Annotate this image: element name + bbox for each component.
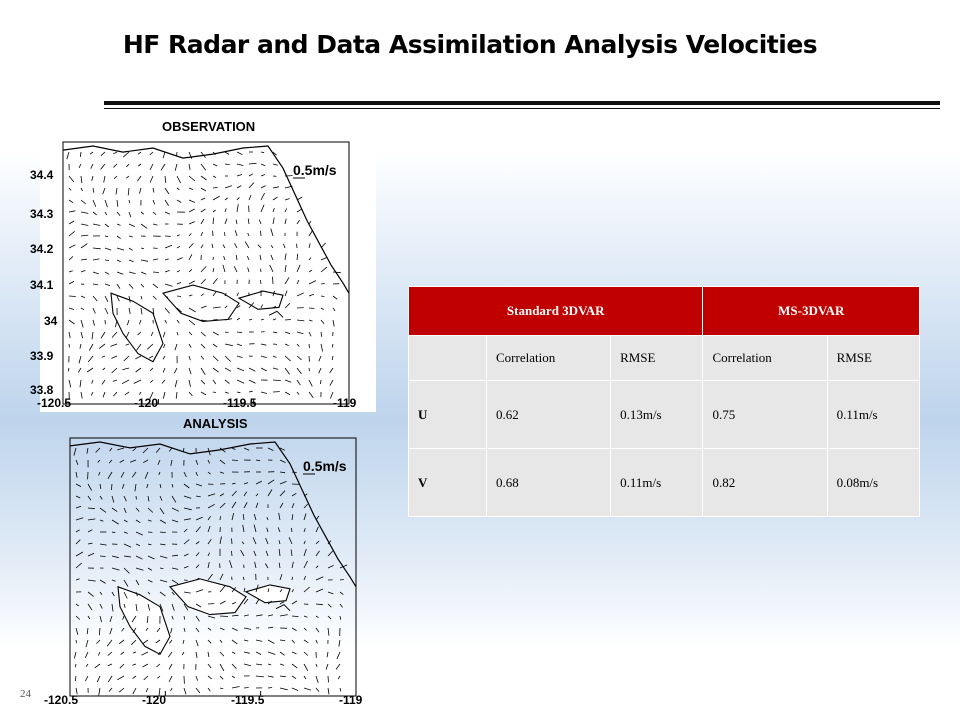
cell-v-ms-correlation: 0.82: [702, 448, 828, 517]
subheader-empty: [408, 335, 487, 381]
row-label-v: V: [408, 448, 487, 517]
header-ms-3dvar: MS-3DVAR: [702, 286, 920, 336]
cell-u-std-correlation: 0.62: [485, 380, 612, 449]
obs-xtick-2: -119.5: [223, 396, 257, 410]
observation-panel: [40, 112, 376, 412]
obs-ytick-3: 34.1: [30, 278, 54, 292]
analysis-title: ANALYSIS: [183, 416, 248, 431]
subheader-rmse-2: RMSE: [826, 335, 921, 381]
table-subheader-row: Correlation RMSE Correlation RMSE: [408, 335, 921, 381]
obs-ytick-0: 34.4: [30, 168, 54, 182]
subheader-rmse-1: RMSE: [610, 335, 704, 381]
subheader-correlation-2: Correlation: [702, 335, 828, 381]
title-rule-thick: [104, 101, 940, 105]
obs-ytick-6: 33.8: [30, 383, 54, 397]
cell-u-ms-rmse: 0.11m/s: [826, 380, 921, 449]
table-row-v: V 0.68 0.11m/s 0.82 0.08m/s: [408, 448, 921, 517]
cell-u-ms-correlation: 0.75: [702, 380, 828, 449]
cell-v-std-correlation: 0.68: [485, 448, 612, 517]
cell-v-ms-rmse: 0.08m/s: [826, 448, 921, 517]
obs-ytick-1: 34.3: [30, 207, 54, 221]
analysis-scale-label: 0.5m/s: [303, 458, 347, 474]
table-row-u: U 0.62 0.13m/s 0.75 0.11m/s: [408, 380, 921, 449]
obs-ytick-5: 33.9: [30, 349, 54, 363]
cell-u-std-rmse: 0.13m/s: [610, 380, 704, 449]
observation-title: OBSERVATION: [162, 119, 256, 134]
header-standard-3dvar: Standard 3DVAR: [407, 286, 704, 336]
table-header-row: Standard 3DVAR MS-3DVAR: [407, 286, 920, 336]
ana-xtick-1: -120: [142, 693, 167, 707]
row-label-u: U: [408, 380, 487, 449]
obs-xtick-3: -119: [333, 396, 357, 410]
obs-ytick-2: 34.2: [30, 242, 54, 256]
subheader-correlation-1: Correlation: [485, 335, 612, 381]
ana-xtick-3: -119: [339, 693, 363, 707]
page-number: 24: [20, 688, 31, 700]
stats-table: Standard 3DVAR MS-3DVAR Correlation RMSE…: [407, 286, 921, 517]
slide-title: HF Radar and Data Assimilation Analysis …: [122, 30, 818, 59]
cell-v-std-rmse: 0.11m/s: [610, 448, 704, 517]
ana-xtick-2: -119.5: [231, 693, 265, 707]
obs-ytick-4: 34: [44, 314, 58, 328]
obs-xtick-1: -120: [134, 396, 159, 410]
ana-xtick-0: -120.5: [44, 693, 79, 707]
title-rule-thin: [104, 108, 940, 109]
obs-xtick-0: -120.5: [37, 396, 72, 410]
observation-scale-label: 0.5m/s: [293, 162, 337, 178]
